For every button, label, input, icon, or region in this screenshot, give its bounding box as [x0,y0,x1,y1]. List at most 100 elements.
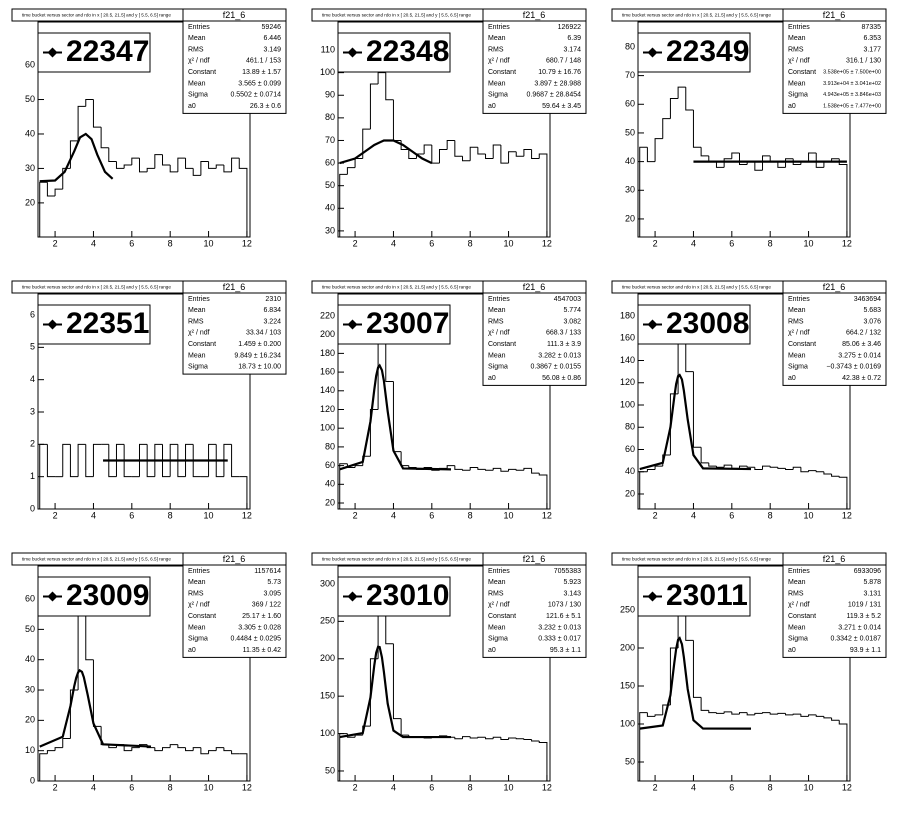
bin [723,158,732,168]
bin [62,738,71,748]
stats-label: Entries [188,568,210,575]
bin [46,444,56,478]
stats-value: 0.4484 ± 0.0295 [230,636,281,643]
x-tick-label: 4 [91,782,96,792]
y-tick-label: 70 [325,135,335,145]
bin [208,750,217,754]
bin [46,182,56,197]
stats-value: 4547003 [554,296,581,303]
bin [815,714,824,717]
bin [815,470,824,473]
x-tick-label: 6 [729,782,734,792]
bin [808,470,817,472]
x-tick-label: 8 [168,782,173,792]
stats-label: Entries [188,296,210,303]
bin [385,72,394,101]
stats-label: a0 [488,103,496,110]
bin [462,156,471,162]
title: time bucket versus sector and rdo in x [… [22,13,171,18]
stats-label: Mean [488,624,506,631]
bin [239,753,248,781]
stats-label: Mean [488,579,506,586]
y-tick-label: 50 [325,180,335,190]
run-label: 22347 [66,35,149,68]
y-tick-label: 5 [30,342,35,352]
y-tick-label: 100 [320,67,335,77]
stats-value: 3.305 ± 0.028 [238,624,281,631]
stats-value: 3.271 ± 0.014 [838,624,881,631]
bin [723,464,732,468]
x-tick-label: 12 [842,238,852,248]
bin [154,154,163,169]
fit-curve [39,668,152,748]
bin [808,714,817,717]
y-tick-label: 60 [325,157,335,167]
stats-value: −0.3743 ± 0.0169 [826,364,881,371]
panel: 2 4 6 8 10 12 20 30 40 50 60 time bucket versus sec… [11,8,287,248]
histogram [339,334,548,509]
bin [54,188,63,196]
y-tick-label: 150 [320,691,335,701]
stats-label: Constant [188,69,216,76]
bin [754,712,763,715]
bin [538,153,548,237]
x-tick-label: 6 [129,238,134,248]
stats-label: χ² / ndf [488,58,510,65]
panel: 2 4 6 8 10 12 20 30 40 50 60 70 80 time bucket versus… [611,8,887,248]
bin [192,444,201,478]
bin [162,444,171,478]
stats-value: 664.2 / 132 [846,330,881,337]
bin [538,473,548,509]
x-tick-label: 4 [91,510,96,520]
bin [762,712,771,714]
x-tick-label: 4 [391,782,396,792]
plot-frame [337,565,551,782]
stats-value: 10.79 ± 16.76 [538,69,581,76]
y-tick-label: 4 [30,374,35,384]
stats-value: 59.64 ± 3.45 [542,103,581,110]
stats-value: 0.3342 ± 0.0187 [830,636,881,643]
stats-value: 4.943e+05 ± 3.846e+03 [823,92,881,98]
stats-label: Sigma [488,92,508,99]
stats-label: Mean [188,579,206,586]
y-tick-label: 100 [620,718,635,728]
bin [746,712,755,716]
stats-value: 0.333 ± 0.017 [538,636,581,643]
x-tick-label: 4 [691,510,696,520]
panel: 2 4 6 8 10 12 20 40 60 80 100 120 140 160 180 200 220 tim… [311,280,587,520]
stats-label: Mean [188,35,206,42]
stats-value: 6.834 [263,307,281,314]
bin [408,149,417,160]
bin [715,161,725,168]
run-label: 22349 [666,35,749,68]
y-tick-label: 40 [25,128,35,138]
bin [100,127,109,149]
x-tick-label: 6 [429,782,434,792]
stats-label: RMS [488,590,504,597]
bin [77,443,86,477]
bin [200,747,209,755]
bin [223,443,232,477]
y-tick-label: 50 [325,765,335,775]
stats-value: 5.774 [563,307,581,314]
x-tick-label: 12 [542,238,552,248]
y-tick-label: 20 [625,488,635,498]
bin [438,149,448,164]
bin [777,467,786,469]
x-tick-label: 4 [691,782,696,792]
bin [523,467,532,471]
x-tick-label: 8 [768,510,773,520]
bin [654,465,663,470]
x-tick-label: 6 [729,238,734,248]
hist-name: f21_6 [823,10,846,20]
stats-label: Mean [788,35,806,42]
bin [800,467,809,473]
x-tick-label: 12 [242,238,252,248]
legend-marker [47,319,58,330]
x-tick-label: 12 [842,510,852,520]
bin [215,747,224,751]
stats-label: Mean [488,352,506,359]
stats-value: 1019 / 131 [848,602,881,609]
stats-value: 316.1 / 130 [846,58,881,65]
